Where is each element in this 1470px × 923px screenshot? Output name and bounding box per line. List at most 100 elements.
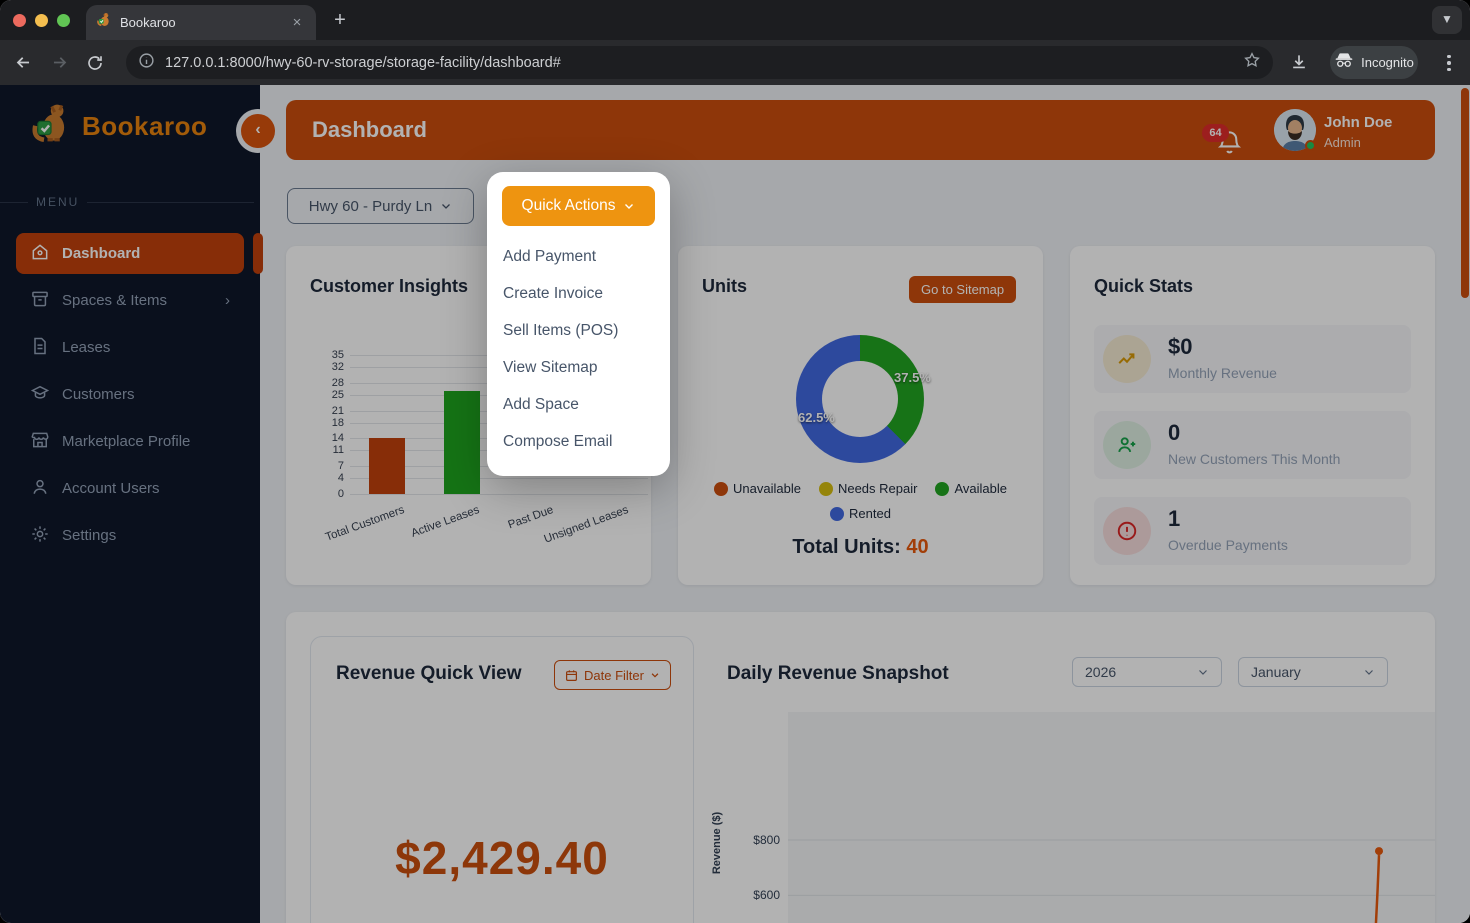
total-units: Total Units: 40 xyxy=(792,536,929,558)
notification-count-badge: 64 xyxy=(1202,124,1229,142)
legend-unavailable[interactable]: Unavailable xyxy=(714,481,801,496)
customer-insights-title: Customer Insights xyxy=(310,276,469,296)
quick-stats-card: Quick Stats $0 Monthly Revenue 0 New Custom… xyxy=(1070,246,1435,585)
close-tab-icon[interactable]: × xyxy=(292,14,302,31)
bar-ytick: 21 xyxy=(331,404,344,417)
sidebar-item-marketplace-profile[interactable]: Marketplace Profile xyxy=(16,421,244,462)
facility-select-value: Hwy 60 - Purdy Ln xyxy=(308,197,433,215)
url-text: 127.0.0.1:8000/hwy-60-rv-storage/storage… xyxy=(165,54,561,71)
bookmark-star-icon[interactable] xyxy=(1243,51,1261,74)
sidebar-item-leases[interactable]: Leases xyxy=(16,327,244,368)
legend-dot-icon xyxy=(935,481,950,496)
stat-row-overdue-payments: 1 Overdue Payments xyxy=(1094,497,1411,565)
date-filter-button[interactable]: Date Filter xyxy=(554,660,671,690)
donut-legend-row: Unavailable Needs Repair Available xyxy=(678,481,1043,496)
quick-action-add-space[interactable]: Add Space xyxy=(503,396,579,413)
sidebar-item-label: Settings xyxy=(62,527,117,544)
quick-action-view-sitemap[interactable]: View Sitemap xyxy=(503,359,598,376)
alert-icon xyxy=(1103,507,1151,555)
quick-actions-popup: Quick Actions Add Payment Create Invoice S… xyxy=(487,172,670,476)
bar-ytick: 35 xyxy=(331,349,344,361)
avatar[interactable] xyxy=(1274,109,1316,151)
calendar-icon xyxy=(566,669,577,681)
line-ytick: $800 xyxy=(753,833,780,847)
bar-ytick: 25 xyxy=(331,388,344,401)
month-select[interactable]: January xyxy=(1238,657,1388,687)
brand[interactable]: Bookaroo xyxy=(30,101,207,152)
legend-available[interactable]: Available xyxy=(935,481,1007,496)
traffic-light-minimize[interactable] xyxy=(35,14,48,27)
total-units-value: 40 xyxy=(906,536,929,558)
legend-rented[interactable]: Rented xyxy=(830,506,891,521)
back-icon[interactable] xyxy=(10,50,36,76)
incognito-label: Incognito xyxy=(1361,55,1414,70)
page-header: Dashboard 64 John Doe Admin xyxy=(286,100,1435,160)
bar-ytick: 14 xyxy=(331,432,344,445)
units-title: Units xyxy=(702,276,747,296)
traffic-light-zoom[interactable] xyxy=(57,14,70,27)
user-icon xyxy=(30,477,50,501)
box-icon xyxy=(30,289,50,313)
bar-total-customers xyxy=(369,438,406,494)
quick-action-sell-items-pos-[interactable]: Sell Items (POS) xyxy=(503,322,619,339)
sidebar-collapse-button[interactable]: ‹ xyxy=(241,114,275,148)
bar-gridline xyxy=(350,478,648,480)
page-title: Dashboard xyxy=(312,117,427,142)
reload-icon[interactable] xyxy=(82,50,108,76)
sidebar-item-spaces-items[interactable]: Spaces & Items › xyxy=(16,280,244,321)
incognito-badge: Incognito xyxy=(1330,46,1418,79)
bar-ytick: 18 xyxy=(331,416,344,429)
traffic-light-close[interactable] xyxy=(13,14,26,27)
chevron-down-icon xyxy=(1199,670,1207,675)
browser-tab[interactable]: Bookaroo × xyxy=(86,5,316,40)
incognito-icon xyxy=(1334,52,1354,73)
download-icon[interactable] xyxy=(1289,52,1309,77)
brand-name: Bookaroo xyxy=(82,111,208,141)
modal-dim-overlay[interactable] xyxy=(0,85,1470,923)
sidebar-item-label: Leases xyxy=(62,339,111,356)
stat-value: 1 xyxy=(1168,506,1181,531)
favicon-kangaroo-icon xyxy=(96,12,112,33)
page-scrollbar-thumb[interactable] xyxy=(1461,88,1469,298)
units-donut-chart xyxy=(796,335,924,463)
chevron-down-icon xyxy=(1365,670,1373,675)
legend-needs-repair[interactable]: Needs Repair xyxy=(818,481,917,496)
quick-action-create-invoice[interactable]: Create Invoice xyxy=(503,285,603,302)
revenue-section-card: Revenue Quick View Date Filter $2,429.40… xyxy=(286,612,1435,923)
quick-action-add-payment[interactable]: Add Payment xyxy=(503,248,597,265)
revenue-quick-view-card: Revenue Quick View Date Filter $2,429.40 xyxy=(310,636,694,923)
sidebar-item-account-users[interactable]: Account Users xyxy=(16,468,244,509)
donut-slice-label-available: 37.5% xyxy=(894,370,931,385)
bar-ytick: 4 xyxy=(337,472,344,485)
forward-icon[interactable] xyxy=(46,50,72,76)
bar-gridline xyxy=(350,494,648,495)
bar-ytick: 0 xyxy=(337,488,344,500)
sidebar-item-settings[interactable]: Settings xyxy=(16,515,244,556)
sidebar-item-label: Customers xyxy=(62,386,135,403)
site-info-icon[interactable] xyxy=(138,52,155,74)
legend-dot-icon xyxy=(714,481,729,496)
quick-actions-button[interactable]: Quick Actions xyxy=(502,186,655,226)
bar-ytick: 7 xyxy=(337,460,344,473)
bar-active-leases xyxy=(443,390,480,494)
new-tab-button[interactable]: + xyxy=(334,9,346,31)
bar-ytick: 11 xyxy=(332,444,344,457)
sidebar-item-dashboard[interactable]: Dashboard xyxy=(16,233,244,274)
document-icon xyxy=(30,336,50,360)
user-plus-icon xyxy=(1103,421,1151,469)
url-bar[interactable]: 127.0.0.1:8000/hwy-60-rv-storage/storage… xyxy=(126,46,1273,79)
sidebar-item-customers[interactable]: Customers xyxy=(16,374,244,415)
year-select[interactable]: 2026 xyxy=(1072,657,1222,687)
tab-strip: Bookaroo × + ▼ xyxy=(0,0,1470,40)
go-to-sitemap-button[interactable]: Go to Sitemap xyxy=(909,276,1017,303)
facility-select[interactable]: Hwy 60 - Purdy Ln xyxy=(287,188,474,224)
units-card: Units Go to Sitemap 37.5% 62.5% Unavaila… xyxy=(678,246,1043,585)
daily-revenue-line-chart xyxy=(788,712,1435,923)
donut-slice-label-rented: 62.5% xyxy=(798,410,835,425)
tab-title: Bookaroo xyxy=(120,15,176,30)
quick-action-compose-email[interactable]: Compose Email xyxy=(503,433,613,450)
customers-icon xyxy=(30,383,50,407)
tab-search-chevron-icon[interactable]: ▼ xyxy=(1432,6,1462,34)
browser-menu-icon[interactable] xyxy=(1442,52,1456,74)
